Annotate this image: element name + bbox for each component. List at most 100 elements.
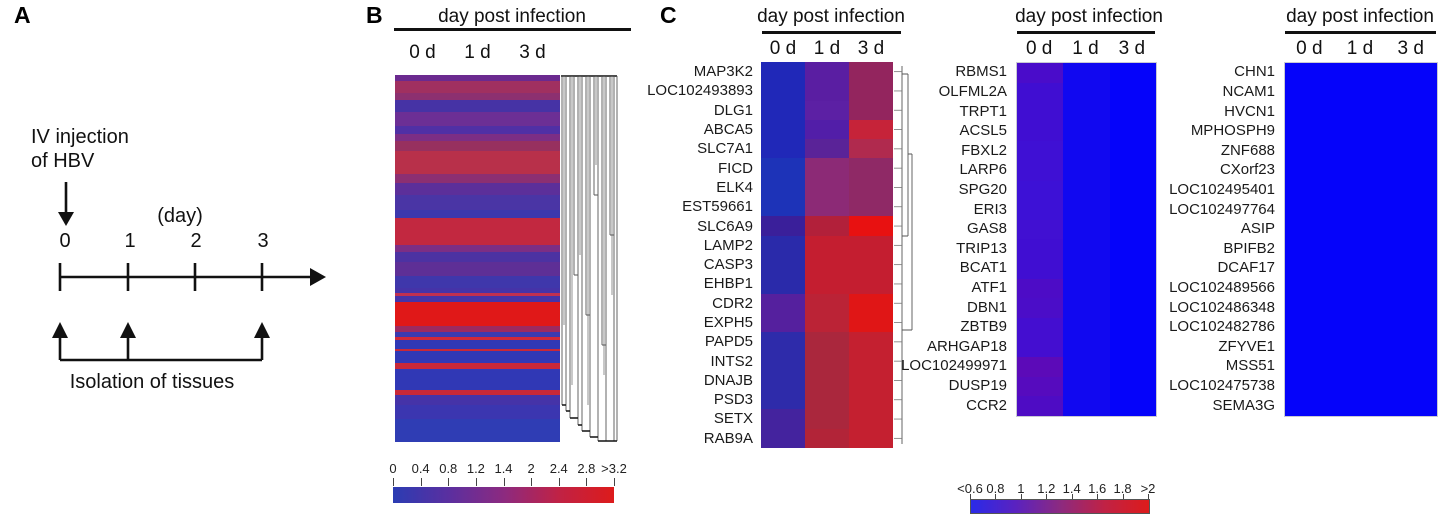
heatmap-cell [1109,63,1156,83]
gene-label: GAS8 [966,220,1007,238]
gene-label: HVCN1 [1224,102,1275,120]
panel-c-colorbar [970,499,1150,514]
heatmap-row-stripe [395,244,560,252]
heatmap-cell [1017,376,1064,397]
heatmap-cell [805,351,849,371]
scale-tick-label: 0.8 [439,461,458,476]
heatmap-cell [761,428,805,448]
column-label-1d: 1 d [464,42,491,63]
iv-injection-text-line1: IV injection [31,126,129,148]
heatmap-cell [1063,141,1110,162]
heatmap-cell [1063,357,1110,377]
heatmap-row-stripe [395,332,560,338]
heatmap-cell [805,100,849,120]
heatmap-row-stripe [395,405,560,419]
column-label-0d: 0 d [1025,38,1053,59]
scale-tick-label: 0.4 [411,461,430,476]
heatmap-cell [761,158,805,178]
heatmap-cell [1109,357,1156,377]
gene-label: SETX [713,410,753,428]
gene-label: EXPH5 [703,314,753,331]
heatmap-row-stripe [395,292,560,296]
heatmap-cell [805,177,849,198]
heatmap-cell [1285,337,1336,358]
heatmap-cell [805,62,849,82]
heatmap-cell [1285,278,1336,299]
heatmap-cell [1063,63,1110,83]
heatmap-cell [1017,102,1064,122]
column-label-1d: 1 d [1346,38,1374,59]
heatmap-cell [1386,161,1437,181]
heatmap-cell [1386,357,1437,377]
heatmap-row-stripe [395,325,560,333]
panel-c1-heatmap [761,62,893,448]
heatmap-cell [1017,298,1064,318]
scale-tick-label: 1.2 [466,461,485,476]
panel-c3-header-rule [1285,31,1436,34]
heatmap-cell [1285,259,1336,279]
gene-label: SLC7A1 [697,140,753,158]
heatmap-cell [1386,180,1437,201]
heatmap-cell [1335,121,1387,142]
heatmap-row-stripe [395,141,560,151]
heatmap-cell [1063,337,1110,358]
column-label-0d: 0 d [409,42,436,63]
heatmap-cell [1063,121,1110,142]
heatmap-cell [1017,219,1064,240]
heatmap-cell [805,293,849,313]
heatmap-cell [1285,63,1336,83]
heatmap-row-stripe [395,339,560,349]
heatmap-row-stripe [395,112,560,126]
scale-tick [1046,494,1048,499]
heatmap-cell [849,274,893,294]
heatmap-cell [1335,161,1387,181]
column-label-3d: 3 d [519,42,546,63]
gene-label: TRPT1 [959,102,1007,120]
heatmap-cell [1109,337,1156,358]
heatmap-cell [761,119,805,140]
heatmap-cell [1109,317,1156,338]
heatmap-row-stripe [395,93,560,100]
heatmap-cell [1386,376,1437,397]
heatmap-row-stripe [395,218,560,245]
panel-c-label: C [660,2,677,28]
panel-c-colorbar-ticks [970,494,1149,499]
heatmap-cell [1386,219,1437,240]
panel-c2-header-rule [1017,31,1155,34]
scale-tick [1020,494,1022,499]
heatmap-cell [761,370,805,391]
gene-label: MAP3K2 [693,63,753,81]
heatmap-row-stripe [395,348,560,352]
heatmap-cell [1335,82,1387,103]
heatmap-cell [1063,376,1110,397]
heatmap-cell [761,390,805,410]
heatmap-cell [1285,200,1336,220]
gene-label: ARHGAP18 [926,337,1007,355]
heatmap-cell [1335,219,1387,240]
heatmap-cell [1063,161,1110,181]
heatmap-cell [805,235,849,255]
isolation-bracket-arrows [52,322,270,362]
column-label-1d: 1 d [813,38,841,59]
heatmap-cell [1285,180,1336,201]
panel-c3-column-labels: 0 d 1 d 3 d [1284,38,1436,60]
gene-label: LOC102486348 [1169,298,1275,316]
heatmap-cell [1063,259,1110,279]
panel-c1-header: day post infection [757,6,905,27]
panel-c1-header-rule [762,31,901,34]
heatmap-cell [1335,239,1387,260]
heatmap-cell [805,390,849,410]
gene-label: LOC102495401 [1169,180,1275,198]
scale-tick-label: 1 [1017,481,1025,496]
gene-label: EHBP1 [703,275,753,293]
heatmap-cell [1109,200,1156,220]
gene-label: OLFML2A [938,82,1007,100]
scale-tick-label: 1.4 [1062,481,1081,496]
heatmap-cell [1285,239,1336,260]
gene-label: DUSP19 [948,377,1007,395]
gene-label: SLC6A9 [697,217,753,235]
heatmap-cell [1063,239,1110,260]
panel-c3-header: day post infection [1286,6,1434,27]
heatmap-cell [849,312,893,333]
heatmap-cell [1285,121,1336,142]
